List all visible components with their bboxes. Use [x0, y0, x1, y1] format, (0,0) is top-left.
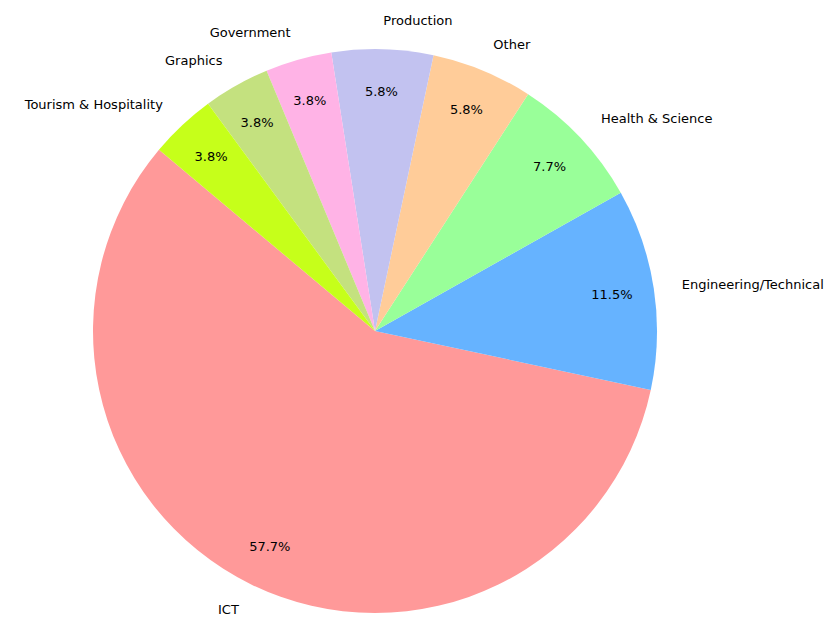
svg-text:57.7%: 57.7% [249, 539, 290, 554]
svg-text:5.8%: 5.8% [365, 84, 398, 99]
svg-text:11.5%: 11.5% [591, 287, 632, 302]
svg-text:Engineering/Technical: Engineering/Technical [682, 277, 824, 292]
svg-text:3.8%: 3.8% [293, 93, 326, 108]
svg-text:Production: Production [383, 13, 452, 28]
svg-text:Health & Science: Health & Science [601, 111, 712, 126]
svg-text:3.8%: 3.8% [195, 149, 228, 164]
svg-text:Government: Government [210, 25, 291, 40]
svg-text:ICT: ICT [218, 602, 239, 617]
svg-text:Other: Other [493, 37, 531, 52]
svg-text:3.8%: 3.8% [241, 115, 274, 130]
svg-text:7.7%: 7.7% [533, 159, 566, 174]
svg-text:5.8%: 5.8% [450, 102, 483, 117]
svg-text:Tourism & Hospitality: Tourism & Hospitality [24, 97, 163, 112]
svg-text:Graphics: Graphics [165, 53, 223, 68]
